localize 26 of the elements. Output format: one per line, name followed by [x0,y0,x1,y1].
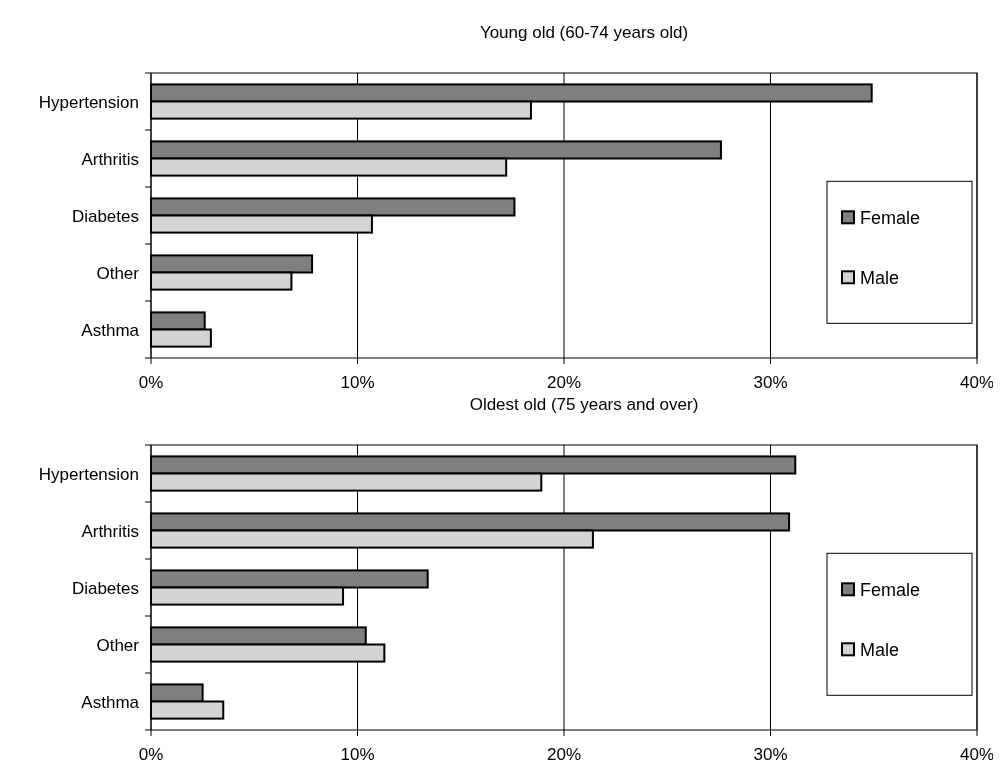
x-tick-label: 0% [138,373,164,392]
x-tick-label: 20% [546,745,582,764]
legend-label: Male [860,268,900,289]
x-tick-label: 20% [546,373,582,392]
x-tick-label: 10% [340,745,375,764]
y-tick-label: Arthritis [81,149,139,169]
x-tick-label: 10% [340,373,375,392]
y-tick-label: Arthritis [81,521,139,541]
chart-title: Young old (60-74 years old) [479,23,689,42]
y-tick-label: Hypertension [38,464,139,484]
chart-title: Oldest old (75 years and over) [469,395,699,414]
y-tick-label: Diabetes [71,206,139,226]
x-tick-label: 30% [753,373,788,392]
legend-label: Female [860,208,921,229]
y-tick-label: Hypertension [38,92,139,112]
y-tick-label: Asthma [81,320,140,340]
x-tick-label: 40% [959,745,995,764]
legend-label: Male [860,640,900,661]
legend-label: Female [860,580,921,601]
x-tick-label: 0% [138,745,164,764]
y-tick-label: Asthma [81,692,140,712]
y-tick-label: Other [96,635,140,655]
x-tick-label: 30% [753,745,788,764]
y-tick-label: Other [96,263,140,283]
y-tick-label: Diabetes [71,578,139,598]
x-tick-label: 40% [959,373,995,392]
